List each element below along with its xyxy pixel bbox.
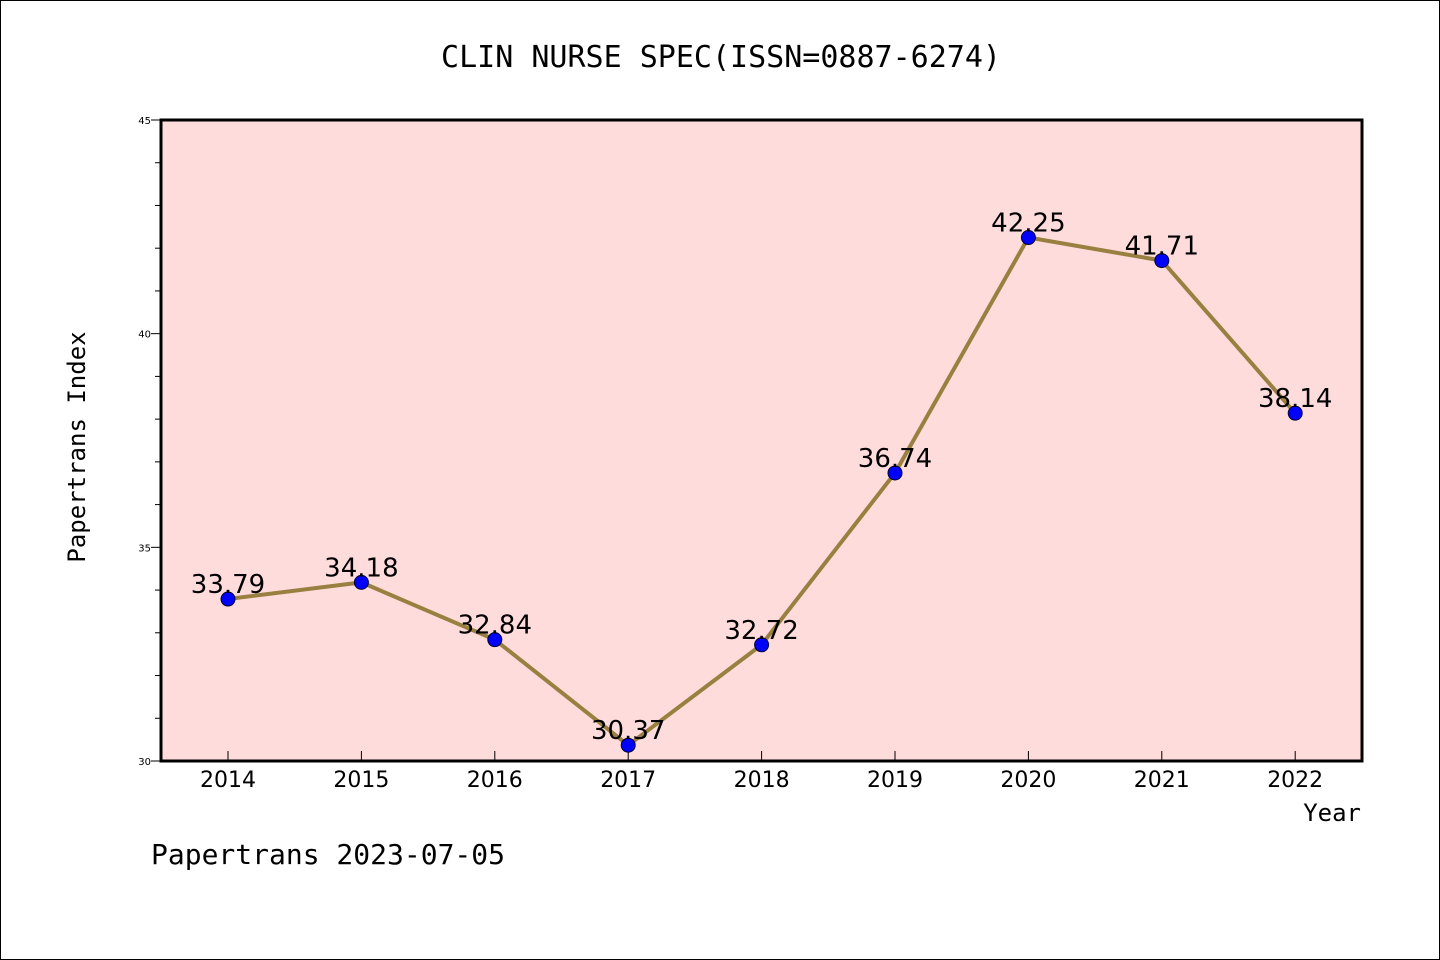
x-axis-label: Year	[1303, 799, 1361, 827]
data-point	[620, 737, 636, 753]
x-tick-label: 2014	[200, 768, 256, 793]
x-tick-label: 2019	[867, 768, 923, 793]
data-label: 42.25	[991, 209, 1065, 239]
footer-text: Papertrans 2023-07-05	[151, 838, 505, 871]
data-point	[1287, 405, 1303, 421]
series	[220, 230, 1303, 753]
x-tick-label: 2020	[1000, 768, 1056, 793]
x-tick-label: 2016	[467, 768, 523, 793]
y-tick-label: 30	[138, 757, 151, 768]
data-point	[887, 465, 903, 481]
data-point	[754, 637, 770, 653]
y-axis: 30 35 40 45	[138, 116, 161, 768]
data-label: 32.84	[458, 611, 532, 641]
data-point	[1154, 253, 1170, 269]
data-point	[220, 591, 236, 607]
data-point	[487, 632, 503, 648]
data-label: 30.37	[591, 716, 665, 746]
data-label: 41.71	[1125, 232, 1199, 262]
x-tick-label: 2015	[333, 768, 389, 793]
x-tick-label: 2022	[1267, 768, 1323, 793]
y-tick-label: 45	[138, 116, 151, 127]
data-label: 32.72	[724, 616, 798, 646]
y-tick-label: 40	[138, 330, 151, 341]
data-labels: 33.79 34.18 32.84 30.37 32.72 36.74 42.25 41.71…	[191, 209, 1333, 747]
x-axis: 2014 2015 2016 2017 2018 2019 2020 2021 2022	[200, 751, 1323, 793]
data-label: 33.79	[191, 570, 265, 600]
chart-title: CLIN NURSE SPEC(ISSN=0887-6274)	[441, 40, 1001, 75]
data-label: 36.74	[858, 444, 932, 474]
x-tick-label: 2017	[600, 768, 656, 793]
plot-area	[159, 118, 1364, 763]
data-point	[353, 574, 369, 590]
data-point	[1020, 230, 1036, 246]
data-label: 34.18	[324, 553, 398, 583]
y-axis-label: Papertrans Index	[63, 331, 91, 562]
x-tick-label: 2021	[1134, 768, 1190, 793]
data-label: 38.14	[1258, 384, 1332, 414]
x-tick-label: 2018	[734, 768, 790, 793]
y-tick-label: 35	[138, 543, 151, 554]
